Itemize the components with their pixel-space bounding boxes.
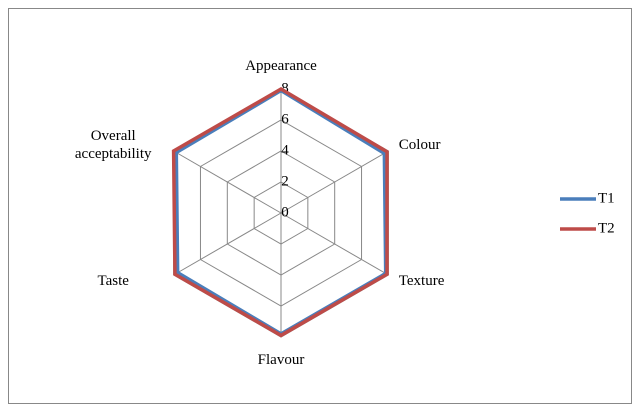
legend-label: T2 <box>598 220 615 236</box>
spoke <box>173 212 282 276</box>
spoke <box>280 150 389 214</box>
series-line <box>171 86 389 338</box>
category-label: Taste <box>97 273 129 289</box>
r-tick-label: 6 <box>281 111 289 127</box>
category-label: Overall acceptability <box>74 128 152 162</box>
r-tick-label: 4 <box>281 142 289 158</box>
r-tick-label: 2 <box>281 173 289 189</box>
category-label: Flavour <box>257 352 305 368</box>
spoke <box>280 212 389 276</box>
category-label: Appearance <box>245 58 317 74</box>
chart-border <box>8 8 632 404</box>
category-label: Colour <box>398 137 441 153</box>
r-tick-label: 8 <box>281 80 289 96</box>
r-tick-label: 0 <box>281 204 289 220</box>
category-label: Texture <box>398 273 445 289</box>
legend-label: T1 <box>598 190 615 206</box>
spoke <box>173 150 282 214</box>
